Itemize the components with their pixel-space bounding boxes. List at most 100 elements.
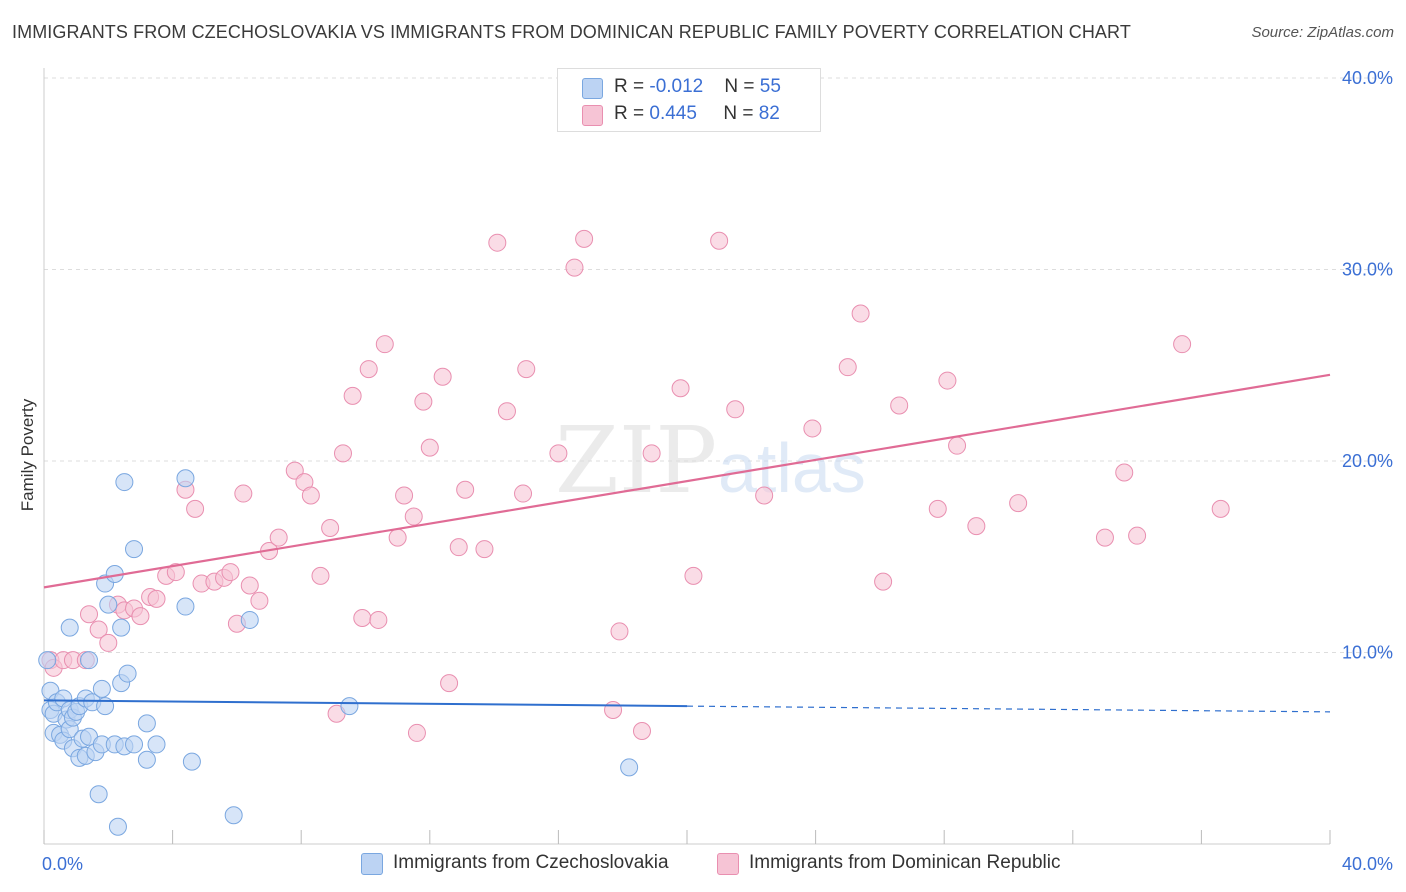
- data-point: [166, 563, 185, 582]
- legend-swatch-blue: [582, 78, 603, 99]
- data-point: [684, 566, 703, 585]
- data-point: [928, 499, 947, 518]
- data-point: [125, 540, 144, 559]
- data-point: [755, 486, 774, 505]
- data-point: [620, 758, 639, 777]
- data-point: [108, 817, 127, 836]
- legend-n-value: 55: [759, 76, 781, 97]
- correlation-legend: R = -0.012 N = 55 R = 0.445 N = 82: [557, 68, 821, 132]
- data-point: [224, 806, 243, 825]
- legend-swatch-blue: [361, 853, 383, 875]
- data-point: [449, 538, 468, 557]
- data-point: [407, 723, 426, 742]
- data-point: [99, 595, 118, 614]
- data-point: [1095, 528, 1114, 547]
- legend-r-value: 0.445: [649, 103, 697, 124]
- data-point: [118, 664, 137, 683]
- data-point: [137, 714, 156, 733]
- trend-line-czechoslovakia: [43, 699, 688, 708]
- data-point: [221, 563, 240, 582]
- data-point: [565, 258, 584, 277]
- czechoslovakia-points: [38, 469, 639, 836]
- y-tick-label: 10.0%: [1342, 643, 1393, 663]
- data-point: [80, 605, 99, 624]
- data-point: [803, 419, 822, 438]
- data-point: [176, 469, 195, 488]
- data-point: [1211, 499, 1230, 518]
- data-point: [343, 386, 362, 405]
- legend-label-dominican: Immigrants from Dominican Republic: [749, 852, 1061, 873]
- data-point: [404, 507, 423, 526]
- chart-title: IMMIGRANTS FROM CZECHOSLOVAKIA VS IMMIGR…: [12, 22, 1131, 42]
- trend-lines: [43, 373, 1331, 713]
- data-point: [604, 700, 623, 719]
- legend-n-label: N =: [723, 103, 759, 124]
- data-point: [488, 233, 507, 252]
- data-point: [414, 392, 433, 411]
- watermark-atlas: atlas: [718, 429, 866, 507]
- source-note: Source: ZipAtlas.com: [1251, 24, 1394, 41]
- data-point: [420, 438, 439, 457]
- data-point: [375, 335, 394, 354]
- data-point: [60, 618, 79, 637]
- tick-labels: 10.0% 20.0% 30.0% 40.0% 0.0% 40.0%: [42, 68, 1393, 874]
- data-point: [89, 620, 108, 639]
- data-point: [240, 576, 259, 595]
- data-point: [234, 484, 253, 503]
- data-point: [642, 444, 661, 463]
- data-point: [575, 229, 594, 248]
- y-tick-label: 20.0%: [1342, 451, 1393, 471]
- data-point: [311, 566, 330, 585]
- data-point: [967, 517, 986, 536]
- data-point: [671, 379, 690, 398]
- x-tick-label: 40.0%: [1342, 854, 1393, 874]
- data-point: [269, 528, 288, 547]
- data-point: [38, 651, 57, 670]
- legend-r-value: -0.012: [649, 76, 704, 97]
- data-point: [131, 607, 150, 626]
- data-point: [240, 610, 259, 629]
- data-point: [475, 540, 494, 559]
- legend-n-label: N =: [724, 76, 760, 97]
- series-legend: Immigrants from Czechoslovakia Immigrant…: [0, 852, 1406, 878]
- data-point: [147, 589, 166, 608]
- data-point: [514, 484, 533, 503]
- data-point: [938, 371, 957, 390]
- data-point: [838, 358, 857, 377]
- data-point: [1173, 335, 1192, 354]
- data-point: [710, 231, 729, 250]
- data-point: [285, 461, 304, 480]
- data-point: [456, 480, 475, 499]
- trend-line-dominican: [43, 373, 1331, 589]
- data-point: [176, 597, 195, 616]
- data-point: [92, 679, 111, 698]
- watermark: ZIP atlas: [555, 407, 866, 514]
- data-point: [388, 528, 407, 547]
- data-point: [301, 486, 320, 505]
- data-point: [125, 735, 144, 754]
- data-point: [80, 651, 99, 670]
- data-point: [874, 572, 893, 591]
- data-point: [359, 360, 378, 379]
- data-point: [99, 633, 118, 652]
- data-point: [89, 785, 108, 804]
- data-point: [1009, 494, 1028, 513]
- legend-swatch-pink: [582, 105, 603, 126]
- data-point: [333, 444, 352, 463]
- data-point: [433, 367, 452, 386]
- data-point: [353, 609, 372, 628]
- data-point: [321, 519, 340, 538]
- data-point: [147, 735, 166, 754]
- data-point: [497, 402, 516, 421]
- data-point: [440, 674, 459, 693]
- data-point: [890, 396, 909, 415]
- y-axis-label: Family Poverty: [18, 398, 37, 512]
- data-point: [137, 750, 156, 769]
- data-point: [851, 304, 870, 323]
- trend-line-czechoslovakia-extension: [686, 705, 1331, 713]
- grid-lines: [44, 77, 1392, 653]
- data-point: [632, 722, 651, 741]
- x-tick-label: 0.0%: [42, 854, 83, 874]
- data-point: [340, 697, 359, 716]
